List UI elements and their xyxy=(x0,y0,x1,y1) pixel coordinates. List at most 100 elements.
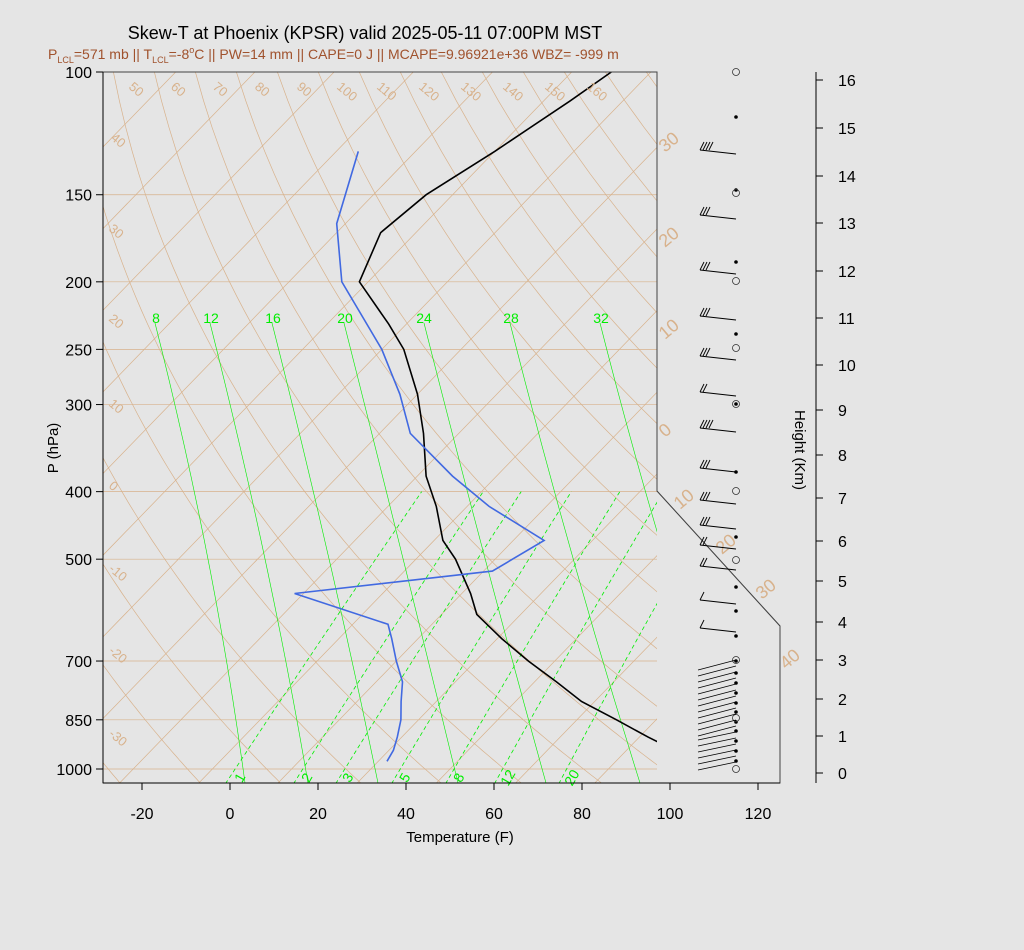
x-tick-label: 20 xyxy=(309,806,327,823)
mixing-ratio-label: 20 xyxy=(561,767,583,789)
isotherm-line xyxy=(103,72,493,475)
wind-barb-flag xyxy=(699,619,705,629)
hodograph-label: 10 xyxy=(655,315,683,343)
wind-barb-flag xyxy=(702,347,708,357)
p-tick-label: 300 xyxy=(65,398,92,415)
wind-barb-flag xyxy=(702,419,708,429)
height-tick-label: 16 xyxy=(838,73,856,90)
hodograph-label: 20 xyxy=(655,223,683,251)
height-tick-label: 8 xyxy=(838,448,847,465)
isotherm-label: 90 xyxy=(294,79,315,100)
wind-barb xyxy=(697,713,737,725)
height-tick-label: 3 xyxy=(838,653,847,670)
wind-barb-flag xyxy=(699,347,705,357)
wind-barb-flag xyxy=(702,459,708,469)
height-tick-label: 14 xyxy=(838,169,856,186)
isotherm-label: 50 xyxy=(126,79,147,100)
wind-barb-flag xyxy=(705,419,711,429)
wind-barb-flag xyxy=(699,536,705,546)
wind-barb xyxy=(697,671,737,683)
sounding-profiles xyxy=(294,72,657,762)
isotherm-line xyxy=(103,72,256,230)
pseudo-adiabat xyxy=(599,322,657,533)
wind-level-circle xyxy=(732,277,740,285)
wind-barb-flag xyxy=(702,307,708,317)
wind-level-dot xyxy=(734,260,738,264)
height-tick-label: 15 xyxy=(838,121,856,138)
dry-adiabat xyxy=(113,72,603,783)
height-tick-label: 0 xyxy=(838,766,847,783)
wind-level-circle xyxy=(732,400,740,408)
wind-barb-flag xyxy=(705,206,711,216)
isotherm-line xyxy=(594,718,657,783)
wind-barb-flag xyxy=(702,141,708,151)
mixing-ratio-label: 16 xyxy=(265,310,281,326)
x-axis-label: Temperature (F) xyxy=(406,829,514,846)
isotherm-line xyxy=(198,310,657,783)
mixing-ratio-line xyxy=(293,491,484,783)
isotherm-label: 130 xyxy=(458,79,484,104)
wind-barb-flag xyxy=(702,491,708,501)
isotherm-label: 110 xyxy=(374,79,400,104)
isotherm-line xyxy=(356,473,657,783)
x-tick-label: 60 xyxy=(485,806,503,823)
isotherm-line xyxy=(673,40,1024,784)
pseudo-adiabat xyxy=(423,322,547,783)
wind-level-dot xyxy=(734,749,738,753)
wind-barb-flag xyxy=(705,307,711,317)
x-tick-label: 80 xyxy=(573,806,591,823)
hodograph-label: 10 xyxy=(670,485,698,513)
isotherm-label: -20 xyxy=(106,643,130,667)
isotherm-line xyxy=(277,391,657,783)
wind-level-circle xyxy=(732,765,740,773)
wind-barb-flag xyxy=(708,419,714,429)
wind-barb xyxy=(697,689,737,701)
wind-level-circle xyxy=(732,68,740,76)
dry-adiabat xyxy=(851,72,1024,784)
dry-adiabat xyxy=(522,72,657,258)
mixing-ratio-label: 8 xyxy=(152,310,160,326)
isotherm-label: -30 xyxy=(106,726,130,750)
mixing-ratio-line xyxy=(445,491,621,783)
wind-level-dot xyxy=(734,739,738,743)
wind-level-circle xyxy=(732,714,740,722)
dry-adiabat xyxy=(317,72,657,536)
wind-barb xyxy=(699,499,737,505)
wind-barb xyxy=(697,719,737,731)
wind-barb xyxy=(699,427,737,433)
wind-level-dot xyxy=(734,535,738,539)
wind-barb-flag xyxy=(699,516,705,526)
wind-barb xyxy=(699,544,737,550)
isotherm-line xyxy=(103,72,335,311)
pseudo-adiabat xyxy=(154,322,246,783)
mixing-ratio-lines xyxy=(154,322,657,783)
isotherm-label: 40 xyxy=(108,130,129,151)
height-tick-label: 5 xyxy=(838,574,847,591)
wind-barb-flag xyxy=(699,307,705,317)
wind-barb xyxy=(697,659,737,671)
height-tick-label: 9 xyxy=(838,403,847,420)
wind-barb xyxy=(697,761,737,771)
wind-level-circle xyxy=(732,656,740,664)
wind-barb xyxy=(697,707,737,719)
wind-barb xyxy=(699,149,737,155)
wind-barb xyxy=(697,731,737,741)
height-axis-label: Height (Km) xyxy=(791,410,808,490)
p-tick-label: 200 xyxy=(65,275,92,292)
wind-level-dot xyxy=(734,402,738,406)
x-tick-label: 40 xyxy=(397,806,415,823)
wind-barb xyxy=(699,467,737,473)
isotherm-label: 20 xyxy=(106,311,127,332)
wind-level-dot xyxy=(734,634,738,638)
isobar-grid xyxy=(103,71,657,770)
wind-barb-flag xyxy=(705,261,711,271)
hodograph-label: 30 xyxy=(752,575,780,603)
y-axis-label: P (hPa) xyxy=(45,423,62,474)
wind-barb xyxy=(699,214,737,220)
isotherm-line xyxy=(435,555,657,783)
dry-adiabat xyxy=(728,72,1024,784)
wind-level-dot xyxy=(734,332,738,336)
isotherm-label: 120 xyxy=(416,79,442,104)
